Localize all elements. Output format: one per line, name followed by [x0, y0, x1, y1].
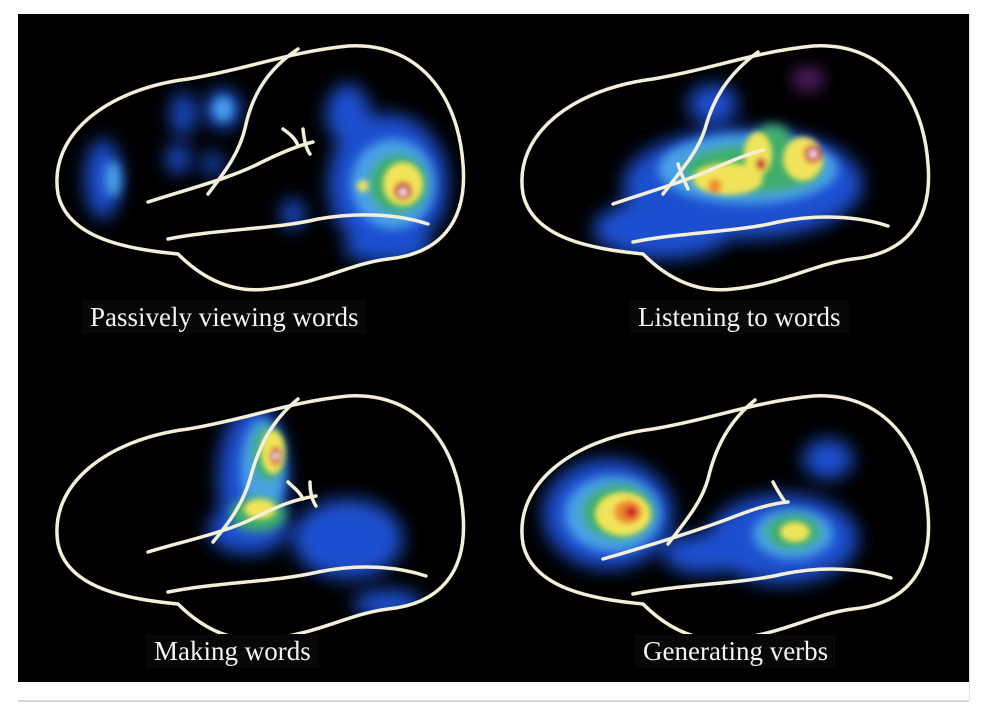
panel-passively-viewing-words: [55, 44, 466, 292]
brain-scans-svg: [55, 44, 931, 642]
brain-outline: [520, 44, 931, 292]
activation-map: [208, 404, 423, 618]
panel-making-words: [55, 394, 466, 642]
activation-map: [543, 439, 858, 584]
brain-outline: [520, 394, 931, 642]
bottom-border-line: [18, 700, 969, 702]
brain-scan-figure: Passively viewing words Listening to wor…: [18, 14, 969, 682]
panel-listening-to-words: [520, 44, 931, 292]
brain-outline: [55, 44, 466, 292]
caption-passively-viewing-words: Passively viewing words: [82, 300, 367, 334]
caption-generating-verbs: Generating verbs: [635, 634, 837, 668]
right-border-line: [969, 14, 970, 700]
activation-map: [85, 84, 448, 263]
caption-making-words: Making words: [146, 634, 319, 668]
panel-generating-verbs: [520, 394, 931, 642]
caption-listening-to-words: Listening to words: [630, 300, 849, 334]
brain-outline: [55, 394, 466, 642]
